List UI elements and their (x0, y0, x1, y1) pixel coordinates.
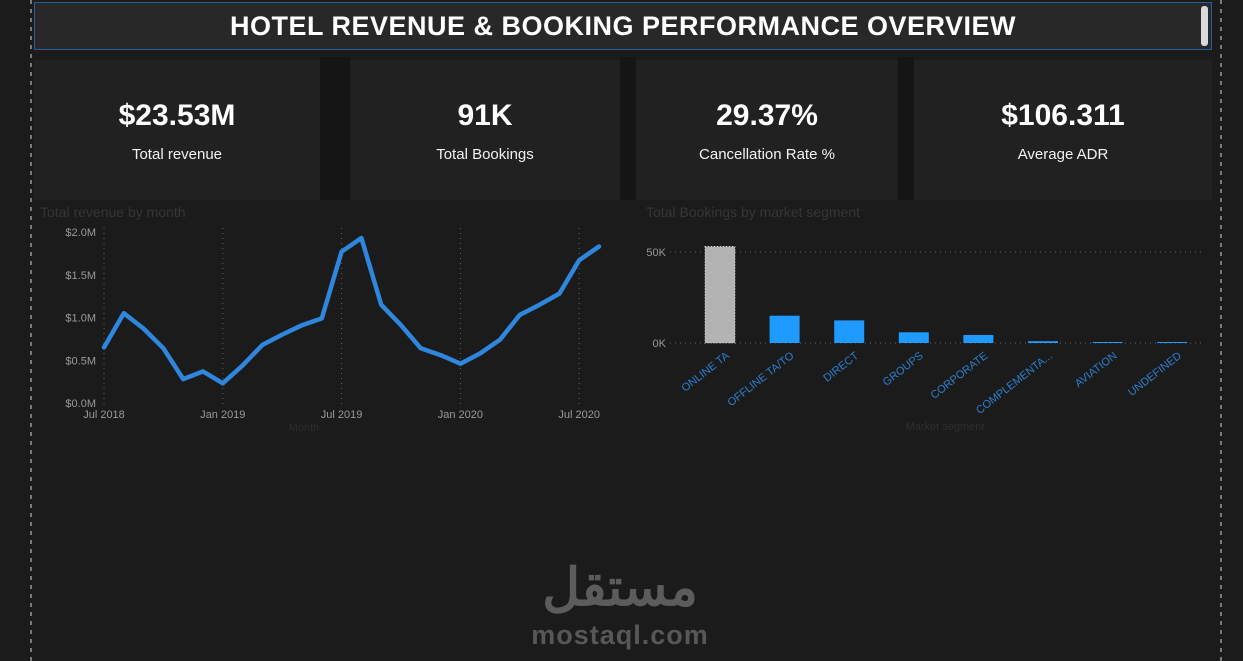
y-tick-label: $2.0M (65, 227, 96, 239)
page-title: HOTEL REVENUE & BOOKING PERFORMANCE OVER… (229, 10, 1017, 41)
x-tick-label: Jul 2020 (558, 409, 600, 421)
y-tick-label: $0.0M (65, 398, 96, 410)
bar-direct[interactable] (834, 320, 865, 343)
kpi-card-cancellation-rate[interactable]: 29.37% Cancellation Rate % (636, 60, 898, 200)
bar-online-ta[interactable] (704, 246, 736, 344)
x-axis-title: Month (289, 422, 320, 434)
bar-offline-ta-to[interactable] (769, 315, 800, 343)
category-label: OFFLINE TA/TO (725, 350, 796, 409)
x-tick-label: Jan 2019 (200, 409, 245, 421)
kpi-gap-strip (320, 57, 350, 200)
bookings-by-market-segment-bar-chart[interactable]: Total Bookings by market segment 50K 0K ON… (640, 202, 1210, 437)
kpi-gap-strip (898, 57, 914, 200)
category-label: UNDEFINED (1126, 350, 1184, 399)
category-label: AVIATION (1073, 350, 1120, 390)
category-label: ONLINE TA (679, 350, 732, 395)
category-label: GROUPS (881, 350, 926, 389)
kpi-value: 29.37% (716, 99, 818, 132)
category-label: CORPORATE (929, 350, 991, 402)
kpi-label: Total Bookings (436, 146, 534, 163)
y-tick-label: $1.0M (65, 313, 96, 325)
x-tick-label: Jul 2019 (321, 409, 363, 421)
scrollbar-thumb[interactable] (1201, 6, 1208, 46)
page-boundary-dashed-left (30, 0, 32, 661)
kpi-card-total-revenue[interactable]: $23.53M Total revenue (34, 60, 320, 200)
kpi-label: Cancellation Rate % (699, 146, 835, 163)
mostaql-site-text: mostaql.com (531, 620, 709, 650)
y-tick-label: $1.5M (65, 270, 96, 282)
y-tick-label: $0.5M (65, 355, 96, 367)
category-label: DIRECT (821, 350, 861, 385)
revenue-by-month-line-chart[interactable]: Total revenue by month $2.0M $1.5M $1.0M $0… (34, 202, 634, 437)
kpi-value: $106.311 (1001, 99, 1125, 132)
kpi-value: $23.53M (118, 99, 236, 132)
mostaql-arabic-logo: مستقل (542, 559, 698, 617)
y-tick-label: 50K (646, 247, 666, 259)
header-banner[interactable]: HOTEL REVENUE & BOOKING PERFORMANCE OVER… (34, 2, 1212, 50)
kpi-card-total-bookings[interactable]: 91K Total Bookings (350, 60, 620, 200)
kpi-value: 91K (457, 99, 513, 132)
watermark: مستقل mostaql.com (430, 556, 810, 651)
bar-undefined[interactable] (1157, 342, 1188, 343)
kpi-label: Average ADR (1017, 146, 1109, 163)
kpi-gap-strip (620, 57, 636, 200)
bar-complementa[interactable] (1028, 341, 1058, 343)
bar-corporate[interactable] (963, 335, 994, 343)
bar-aviation[interactable] (1092, 342, 1123, 343)
kpi-card-average-adr[interactable]: $106.311 Average ADR (914, 60, 1212, 200)
page-boundary-dashed-right (1220, 0, 1222, 661)
bar-groups[interactable] (898, 332, 929, 343)
x-tick-label: Jan 2020 (438, 409, 483, 421)
kpi-label: Total revenue (131, 146, 223, 163)
x-axis-title: Market segment (906, 421, 985, 433)
x-tick-label: Jul 2018 (83, 409, 125, 421)
chart-title: Total Bookings by market segment (646, 204, 860, 220)
y-tick-label: 0K (653, 338, 667, 350)
revenue-line-series[interactable] (101, 235, 602, 386)
chart-title: Total revenue by month (40, 204, 186, 220)
